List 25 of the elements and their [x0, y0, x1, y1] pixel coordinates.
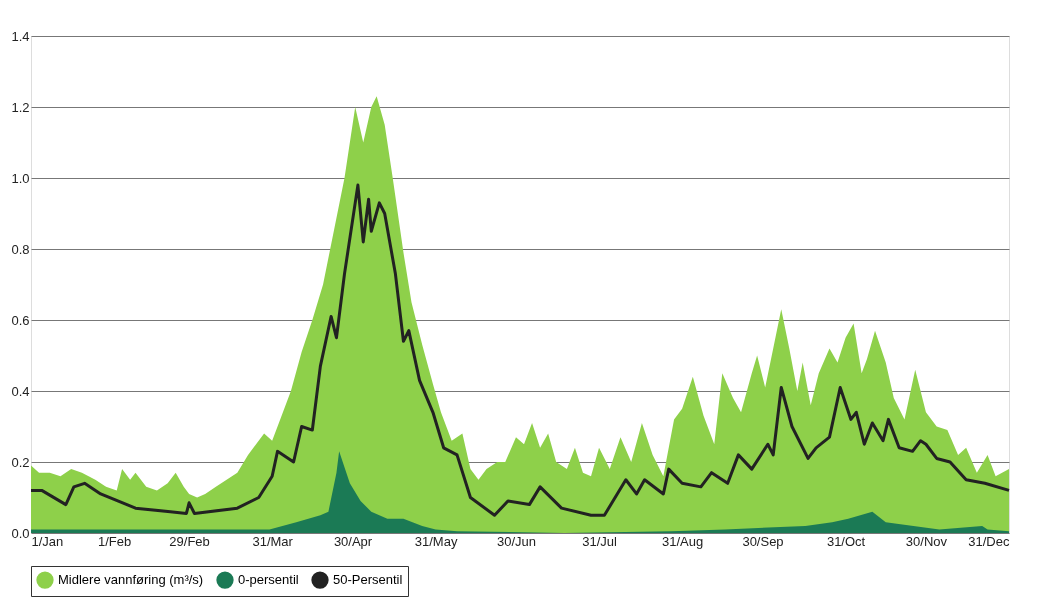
x-tick-label: 29/Feb: [169, 533, 210, 549]
x-tick-label: 30/Nov: [905, 533, 948, 549]
x-tick-label: 30/Jun: [496, 533, 536, 549]
y-tick-label: 0.8: [11, 241, 30, 257]
x-tick-label: 30/Sep: [742, 533, 784, 549]
x-tick-label: 31/Mar: [252, 533, 294, 549]
y-tick-label: 1.2: [11, 99, 30, 115]
y-tick-label: 1.0: [11, 170, 30, 186]
x-tick-label: 1/Feb: [97, 533, 132, 549]
y-tick-label: 0.6: [11, 312, 30, 328]
x-tick-label: 31/May: [414, 533, 458, 549]
x-tick-label: 31/Jul: [582, 533, 617, 549]
y-tick-label: 1.4: [11, 28, 30, 44]
x-tick-label: 31/Dec: [968, 533, 1010, 549]
line-series: [29, 183, 1011, 517]
x-tick-label: 31/Aug: [662, 533, 704, 549]
x-tick-label: 1/Jan: [31, 533, 64, 549]
y-tick-label: 0.0: [11, 525, 30, 541]
legend-label: Midlere vannføring (m³/s): [58, 572, 204, 588]
legend-label: 0-persentil: [238, 572, 299, 588]
x-tick-label: 31/Oct: [826, 533, 866, 549]
x-tick-label: 30/Apr: [333, 533, 373, 549]
legend-label: 50-Persentil: [333, 572, 403, 588]
y-tick-label: 0.2: [11, 454, 30, 470]
y-tick-label: 0.4: [11, 383, 30, 399]
